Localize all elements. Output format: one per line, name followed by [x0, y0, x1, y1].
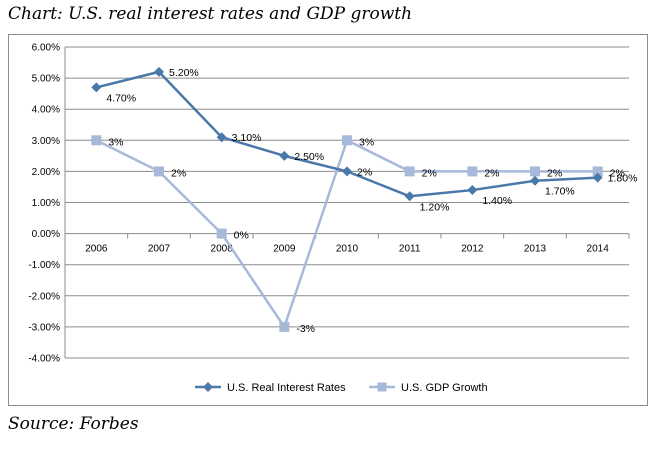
y-tick-label: -4.00%	[28, 354, 60, 365]
y-tick-label: -2.00%	[28, 291, 60, 302]
data-point-real-interest-rates	[216, 132, 227, 143]
data-point-real-interest-rates	[154, 66, 164, 77]
data-label-real-interest-rates: 1.20%	[420, 201, 450, 213]
data-label-real-interest-rates: 2%	[357, 166, 372, 178]
line-chart: 6.00% 5.00% 4.00% 3.00% 2.00% 1.00% 0.00% -1.00…	[28, 43, 638, 395]
legend-marker-diamond	[203, 382, 213, 392]
x-tick-label: 2014	[587, 244, 610, 255]
data-label-gdp-growth: 0%	[234, 230, 249, 242]
data-label-gdp-growth: 2%	[547, 167, 562, 179]
data-point-gdp-growth	[342, 135, 352, 146]
data-point-real-interest-rates	[467, 185, 478, 196]
chart-title: Chart: U.S. real interest rates and GDP …	[8, 4, 413, 24]
data-point-real-interest-rates	[592, 172, 603, 183]
x-tick-label: 2011	[399, 244, 421, 255]
data-point-real-interest-rates	[279, 150, 290, 161]
data-label-real-interest-rates: 1.80%	[608, 173, 638, 185]
y-tick-label: 5.00%	[32, 74, 60, 85]
data-label-gdp-growth: 2%	[484, 167, 499, 179]
data-label-real-interest-rates: 3.10%	[232, 132, 262, 144]
data-point-gdp-growth	[530, 166, 540, 177]
x-tick-label: 2012	[461, 244, 484, 255]
legend-marker-square	[377, 382, 387, 392]
y-tick-label: 2.00%	[32, 167, 60, 178]
data-label-real-interest-rates: 1.70%	[545, 186, 575, 198]
x-tick-label: 2007	[148, 244, 171, 255]
data-label-real-interest-rates: 5.20%	[169, 67, 199, 79]
data-label-gdp-growth: 3%	[108, 136, 123, 148]
data-point-gdp-growth	[154, 166, 164, 177]
y-tick-label: 4.00%	[32, 105, 60, 116]
legend-entry-label: U.S. GDP Growth	[401, 382, 488, 394]
data-label-gdp-growth: 2%	[610, 167, 625, 179]
data-point-gdp-growth	[592, 166, 603, 177]
data-label-real-interest-rates: 1.40%	[482, 195, 512, 207]
y-tick-label: -3.00%	[28, 322, 60, 333]
chart-frame: 6.00% 5.00% 4.00% 3.00% 2.00% 1.00% 0.00% -1.00…	[8, 34, 648, 406]
data-label-real-interest-rates: 2.50%	[294, 151, 324, 163]
data-point-gdp-growth	[404, 166, 415, 177]
x-tick-label: 2008	[211, 244, 234, 255]
data-point-gdp-growth	[91, 135, 102, 146]
data-point-real-interest-rates	[530, 175, 540, 186]
data-label-gdp-growth: 2%	[171, 167, 186, 179]
data-label-real-interest-rates: 4.70%	[106, 92, 136, 104]
data-point-real-interest-rates	[404, 191, 415, 202]
y-tick-label: 3.00%	[32, 136, 60, 147]
y-tick-label: 0.00%	[32, 229, 60, 240]
data-point-gdp-growth	[216, 228, 227, 239]
x-tick-label: 2006	[85, 244, 108, 255]
x-tick-label: 2013	[524, 244, 547, 255]
data-point-gdp-growth	[279, 321, 290, 332]
data-point-gdp-growth	[467, 166, 478, 177]
x-tick-label: 2010	[336, 244, 359, 255]
data-label-gdp-growth: 3%	[359, 136, 374, 148]
data-label-gdp-growth: -3%	[296, 323, 315, 335]
x-tick-label: 2009	[273, 244, 296, 255]
y-tick-label: 6.00%	[32, 43, 60, 54]
data-point-real-interest-rates	[91, 82, 102, 93]
legend-entry-label: U.S. Real Interest Rates	[227, 382, 346, 394]
data-point-real-interest-rates	[342, 166, 352, 177]
y-tick-label: -1.00%	[28, 260, 60, 271]
y-tick-label: 1.00%	[32, 198, 60, 209]
data-label-gdp-growth: 2%	[422, 167, 437, 179]
source-note: Source: Forbes	[8, 414, 139, 434]
